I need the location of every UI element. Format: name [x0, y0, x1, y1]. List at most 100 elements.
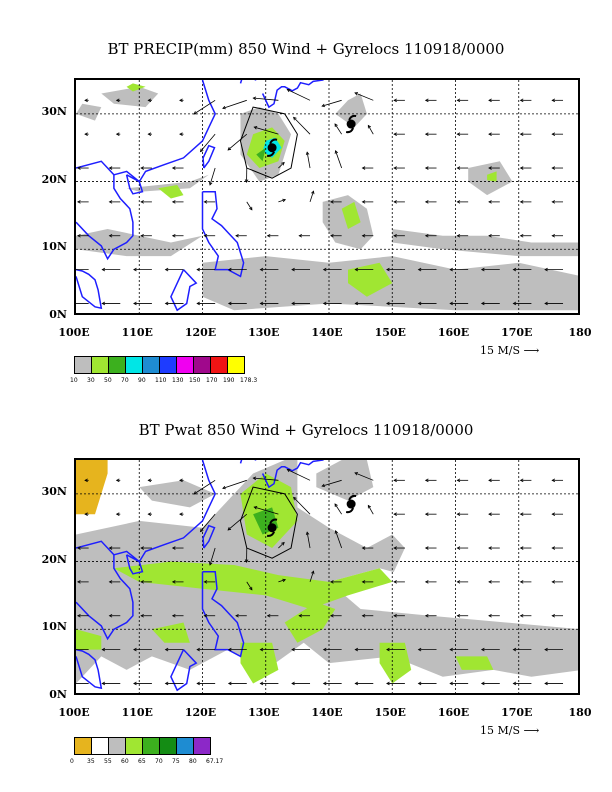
wind-vector-head [361, 200, 366, 204]
wind-vector-head [208, 181, 213, 186]
wind-vector [306, 532, 311, 549]
wind-vector-head [519, 200, 524, 204]
colorbar-swatch [176, 356, 194, 374]
wind-vector-head [519, 478, 524, 483]
wind-vector-head [227, 267, 232, 272]
x-tick-label: 130E [248, 326, 280, 339]
wind-vector-head [305, 151, 310, 156]
filled-region [455, 656, 494, 670]
y-tick-label: 20N [41, 172, 67, 186]
wind-vector-head [424, 613, 429, 618]
coastline [125, 554, 144, 575]
wind-vector-head [480, 267, 485, 272]
wind-vector-head [249, 586, 253, 591]
wind-vector-head [488, 166, 492, 170]
wind-vector-head [115, 132, 120, 136]
wind-vector-head [291, 301, 295, 306]
wind-vector [367, 505, 374, 515]
colorbar-swatch [159, 356, 177, 374]
colorbar-swatch [159, 737, 177, 755]
wind-vector-head [196, 647, 200, 652]
coastline [202, 144, 216, 169]
wind-vector-head [354, 681, 359, 686]
wind-vector-head [361, 580, 366, 584]
wind-vector-head [424, 98, 429, 103]
wind-vector-head [322, 267, 327, 272]
x-tick-label: 150E [374, 706, 406, 719]
x-tick-label: 180 [568, 326, 592, 339]
wind-vector-head [354, 647, 359, 652]
coastline [76, 268, 103, 310]
precip-map [76, 80, 578, 313]
wind-vector-head [311, 190, 315, 195]
wind-vector-head [449, 301, 453, 306]
wind-vector-head [393, 200, 397, 204]
tropical-cyclone-icon [345, 114, 357, 134]
wind-vector-head [227, 526, 232, 531]
filled-region [329, 568, 578, 629]
wind-vector [227, 133, 248, 151]
wind-vector-head [424, 546, 429, 550]
wind-vector-head [456, 580, 461, 584]
wind-vector [200, 513, 216, 532]
colorbar-label: 0 [70, 758, 74, 765]
wind-vector [354, 92, 374, 101]
wind-vector-head [101, 301, 106, 306]
wind-vector-head [354, 92, 359, 96]
wind-vector [278, 579, 286, 583]
wind-vector-head [393, 98, 397, 103]
wind-vector-head [253, 506, 258, 510]
coastline [76, 460, 217, 563]
wind-vector-head [199, 148, 204, 153]
x-tick-label: 170E [501, 326, 533, 339]
colorbar-label: 30 [87, 377, 95, 384]
wind-vector-head [456, 166, 461, 170]
x-tick-label: 110E [121, 326, 153, 339]
wind-vector-head [551, 166, 556, 170]
wind-vector-head [361, 166, 366, 170]
wind-vector-head [101, 267, 106, 272]
wind-vector-head [424, 478, 429, 483]
wind-vector-head [298, 613, 303, 618]
wind-vector-head [361, 613, 366, 618]
storm-arm [348, 114, 357, 121]
wind-vector-head [488, 132, 492, 136]
colorbar-label: 70 [121, 377, 129, 384]
wind-vector-head [334, 530, 339, 534]
wind-vector [246, 581, 253, 591]
storm-arm [266, 531, 276, 537]
storm-arm [266, 151, 276, 157]
wind-vector-head [291, 267, 295, 272]
wind-vector-head [281, 161, 285, 166]
wind-vector-head [386, 267, 390, 272]
colorbar-swatch [125, 737, 143, 755]
wind-vector-head [101, 647, 106, 652]
gyre-outline [239, 106, 298, 179]
wind-vector-head [249, 206, 253, 211]
panel-1-colorbar [74, 356, 245, 376]
wind-vector-head [544, 647, 548, 652]
wind-vector-head [424, 233, 429, 238]
wind-vector-head [108, 613, 113, 618]
ref-vector-arrow-icon: ⟶ [523, 344, 540, 357]
tropical-cyclone-icon [266, 518, 278, 537]
wind-vector [254, 126, 279, 135]
panel-2-title: BT Pwat 850 Wind + Gyrelocs 110918/0000 [138, 421, 474, 439]
wind-vector-head [164, 647, 169, 652]
filled-region [284, 602, 336, 643]
wind-vector-head [551, 478, 556, 483]
wind-vector-head [393, 613, 397, 618]
wind-vector-head [519, 98, 524, 103]
wind-vector-head [101, 681, 106, 686]
wind-vector-head [480, 681, 485, 686]
wind-vector-head [266, 233, 271, 238]
wind-vector-head [488, 546, 492, 550]
filled-region [76, 629, 102, 650]
wind-vector-head [424, 580, 429, 584]
wind-vector-head [179, 132, 183, 136]
wind-vector-head [519, 132, 524, 136]
colorbar-swatch [210, 356, 228, 374]
wind-vector-head [322, 647, 327, 652]
wind-vector-head [293, 116, 297, 121]
filled-region [76, 460, 578, 693]
